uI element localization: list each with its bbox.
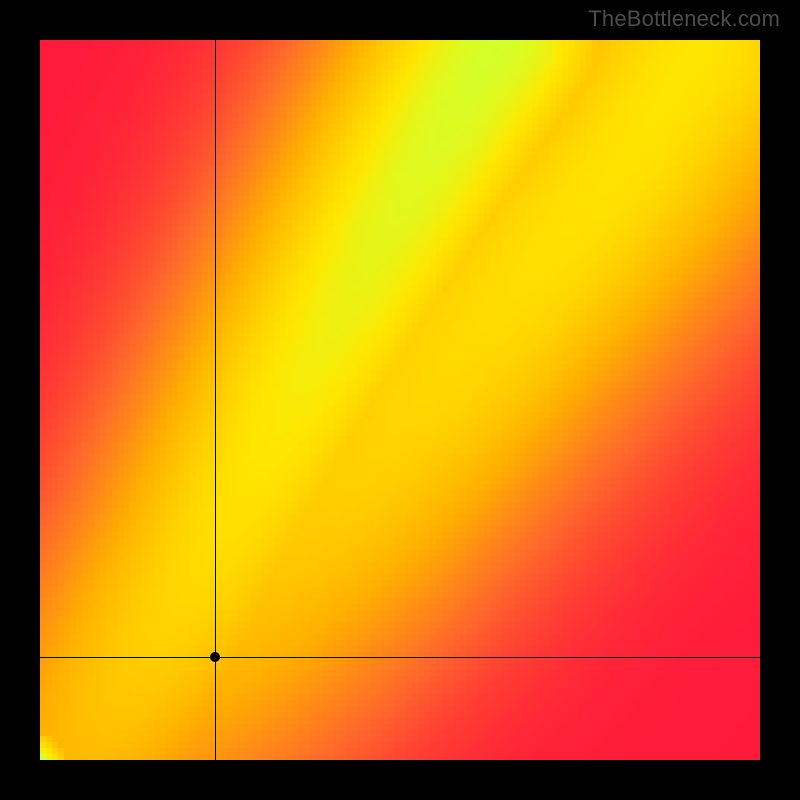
heatmap-canvas <box>40 40 760 760</box>
plot-area <box>40 40 760 760</box>
crosshair-horizontal <box>40 657 760 658</box>
chart-frame: TheBottleneck.com <box>0 0 800 800</box>
crosshair-point <box>210 652 220 662</box>
watermark-text: TheBottleneck.com <box>588 6 780 32</box>
